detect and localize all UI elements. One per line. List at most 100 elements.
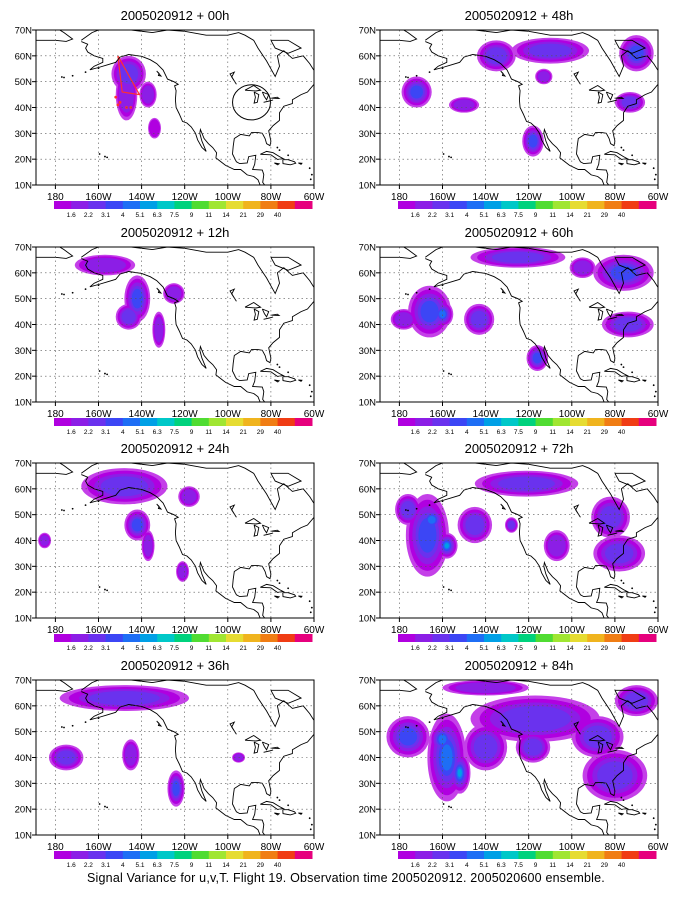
lat-tick-label: 60N (359, 484, 377, 495)
island (448, 155, 450, 158)
variance-field (36, 247, 314, 402)
colorbar-label: 1.6 (67, 429, 76, 436)
colorbar-label: 21 (240, 429, 248, 436)
lon-tick-label: 120W (172, 625, 199, 636)
variance-contour (599, 505, 622, 529)
colorbar-swatch (432, 418, 451, 426)
colorbar-label: 5.1 (135, 862, 144, 869)
colorbar-label: 5.1 (479, 645, 488, 652)
colorbar-label: 7.5 (170, 212, 179, 219)
colorbar-label: 7.5 (170, 645, 179, 652)
island (97, 67, 100, 70)
colorbar-label: 40 (274, 645, 282, 652)
island (407, 76, 409, 79)
coastline (263, 99, 274, 103)
lat-tick-label: 20N (359, 372, 377, 383)
colorbar-label: 2.2 (84, 429, 93, 436)
colorbar-swatch (466, 418, 485, 426)
variance-contour (131, 288, 143, 309)
coastline (229, 504, 237, 518)
variance-contour (143, 534, 153, 557)
colorbar-swatch (552, 201, 571, 209)
lat-tick-label: 40N (15, 753, 33, 764)
colorbar-swatch (535, 634, 554, 642)
colorbar-label: 6.3 (153, 862, 162, 869)
coastline (604, 150, 629, 160)
lon-tick-label: 80W (261, 192, 282, 203)
coastline (642, 379, 647, 382)
colorbar-label: 4 (121, 862, 125, 869)
island (60, 509, 63, 511)
colorbar-swatch (54, 851, 72, 859)
lat-tick-label: 70N (15, 676, 33, 687)
island (71, 507, 74, 510)
lon-tick-label: 180 (47, 842, 64, 853)
colorbar-swatch (466, 851, 485, 859)
lon-tick-label: 160W (85, 625, 112, 636)
coastline (573, 288, 581, 302)
island (653, 178, 656, 181)
island (98, 803, 101, 805)
lat-tick-label: 50N (15, 77, 33, 88)
colorbar-swatch (174, 201, 193, 209)
island (415, 507, 418, 510)
coastline (271, 529, 281, 533)
lat-tick-label: 20N (15, 372, 33, 383)
coastline (270, 689, 303, 704)
lon-tick-label: 80W (605, 842, 626, 853)
lon-tick-label: 120W (516, 409, 543, 420)
colorbar-swatch (260, 634, 279, 642)
lon-tick-label: 100W (559, 409, 586, 420)
island (415, 724, 418, 727)
variance-contour (398, 728, 418, 746)
lat-tick-label: 50N (15, 727, 33, 738)
lat-tick-label: 40N (359, 753, 377, 764)
variance-contour (131, 518, 143, 532)
coastline (618, 162, 625, 166)
island (310, 390, 313, 393)
variance-contour (537, 71, 550, 82)
coastline (588, 517, 606, 525)
colorbar-label: 3.1 (445, 212, 454, 219)
colorbar-swatch (88, 851, 107, 859)
colorbar-label: 40 (618, 862, 626, 869)
lon-tick-label: 100W (559, 192, 586, 203)
colorbar-label: 3.1 (445, 429, 454, 436)
island (106, 806, 109, 809)
map-panel: 2005020912 + 00h 10N 20N 30N 40N 50N 60N 70N 180… (15, 8, 325, 219)
colorbar-label: 9 (190, 212, 194, 219)
lat-tick-label: 10N (359, 614, 377, 625)
colorbar-swatch (294, 634, 313, 642)
colorbar-label: 11 (205, 429, 212, 436)
variance-contour (547, 534, 566, 557)
coastline (380, 463, 418, 475)
lat-tick-label: 50N (359, 77, 377, 88)
colorbar-swatch (54, 634, 72, 642)
island (309, 178, 312, 181)
lon-tick-label: 100W (559, 625, 586, 636)
island (60, 76, 63, 78)
coastline (244, 84, 262, 92)
variance-contour (40, 535, 50, 546)
lon-tick-label: 180 (47, 192, 64, 203)
coastline (626, 159, 641, 166)
coastline (604, 583, 629, 593)
variance-field (36, 463, 314, 618)
coastline (244, 301, 262, 309)
colorbar-label: 40 (274, 212, 282, 219)
coastline (597, 524, 604, 537)
colorbar-swatch (243, 851, 261, 859)
colorbar-swatch (587, 634, 605, 642)
island (441, 67, 444, 70)
colorbar-label: 21 (584, 429, 592, 436)
lat-tick-label: 60N (359, 268, 377, 279)
colorbar-swatch (191, 634, 210, 642)
colorbar-swatch (518, 634, 537, 642)
colorbar-label: 2.2 (84, 212, 93, 219)
map-panel: 2005020912 + 48h 10N 20N 30N 40N 50N 60N 70N 180… (359, 8, 669, 219)
coastline (298, 812, 303, 815)
colorbar-label: 1.6 (411, 212, 420, 219)
colorbar-swatch (535, 201, 554, 209)
island (106, 373, 109, 376)
coastline (573, 504, 581, 518)
